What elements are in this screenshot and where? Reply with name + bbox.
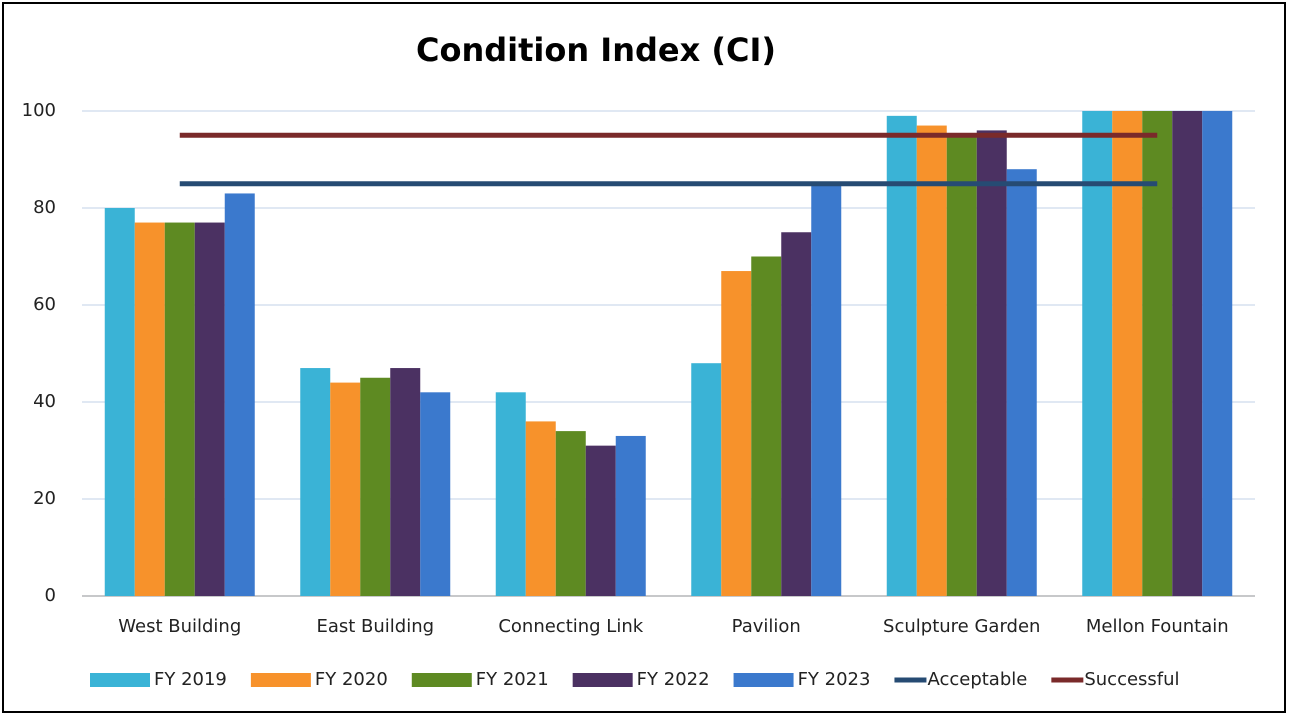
y-tick-label: 20: [33, 488, 56, 509]
bar: [1202, 111, 1233, 596]
chart-title: Condition Index (CI): [416, 31, 776, 69]
bar: [751, 256, 782, 596]
legend-swatch: [250, 673, 311, 687]
x-tick-label: Sculpture Garden: [883, 616, 1040, 637]
y-tick-label: 60: [33, 294, 56, 315]
x-tick-label: East Building: [316, 616, 434, 637]
bar: [1172, 111, 1203, 596]
bar: [134, 222, 165, 597]
bar: [1142, 111, 1173, 596]
legend-label: FY 2019: [154, 669, 227, 690]
x-tick-label: West Building: [118, 616, 241, 637]
bar: [691, 363, 722, 596]
legend-swatch: [411, 673, 472, 687]
bar: [525, 421, 556, 596]
legend-swatch: [90, 673, 150, 687]
y-tick-label: 100: [22, 100, 56, 121]
bar: [224, 193, 255, 596]
bar: [946, 135, 977, 596]
bar: [886, 115, 917, 596]
legend-swatch: [733, 673, 794, 687]
bar: [194, 222, 225, 597]
bar: [330, 382, 361, 596]
bar: [360, 377, 391, 596]
y-tick-label: 80: [33, 197, 56, 218]
x-tick-label: Mellon Fountain: [1086, 616, 1229, 637]
y-tick-label: 40: [33, 391, 56, 412]
legend-swatch: [572, 673, 633, 687]
legend-label: FY 2022: [637, 669, 710, 690]
bar: [721, 271, 752, 596]
bar: [164, 222, 195, 597]
x-tick-label: Pavilion: [732, 616, 801, 637]
bar: [300, 368, 331, 596]
bar: [420, 392, 451, 596]
legend-label: Successful: [1084, 669, 1179, 690]
y-tick-label: 0: [45, 585, 56, 606]
bar: [976, 130, 1007, 596]
bar: [615, 435, 646, 596]
x-tick-label: Connecting Link: [498, 616, 643, 637]
bar: [781, 232, 812, 596]
bar: [585, 445, 616, 596]
bar: [390, 368, 421, 596]
bar: [1006, 169, 1037, 596]
bar: [495, 392, 526, 596]
bar: [916, 125, 947, 597]
legend-label: FY 2021: [476, 669, 549, 690]
bar: [104, 208, 135, 596]
legend-label: FY 2023: [798, 669, 871, 690]
legend-label: Acceptable: [927, 669, 1027, 690]
bar: [555, 431, 586, 596]
bar: [811, 183, 842, 596]
legend-label: FY 2020: [315, 669, 388, 690]
bar: [1112, 111, 1143, 596]
bar: [1082, 111, 1113, 596]
